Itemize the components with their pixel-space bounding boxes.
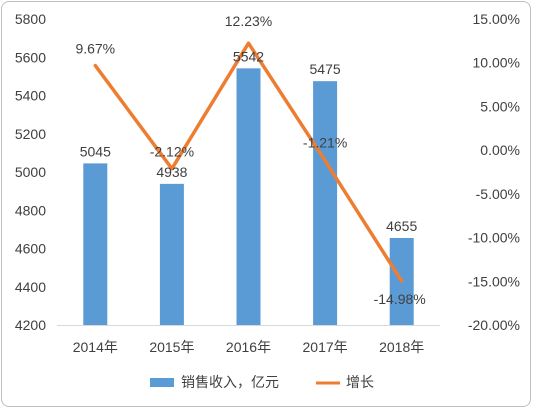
legend-label-sales: 销售收入，亿元: [181, 374, 279, 390]
left-axis-tick-label: 4400: [15, 279, 46, 295]
left-axis-tick-label: 4600: [15, 241, 46, 257]
labels-layer: 5045 4938 5542 5475 4655 9.67% -2.12% 12.23% -1.…: [75, 13, 425, 307]
right-axis-tick-label: -15.00%: [468, 273, 520, 289]
x-axis-category-label: 2014年: [73, 339, 118, 355]
bar-1: [83, 163, 108, 325]
growth-value-label: -2.12%: [150, 144, 194, 160]
right-axis-tick-label: 0.00%: [480, 142, 520, 158]
right-axis-tick-label: -10.00%: [468, 230, 520, 246]
left-axis-tick-label: 5600: [15, 49, 46, 65]
bar-value-label: 4655: [386, 218, 417, 234]
right-axis-tick-label: 5.00%: [480, 98, 520, 114]
bar-value-label: 5045: [80, 143, 111, 159]
growth-line: [93, 41, 404, 283]
left-axis-tick-label: 4200: [15, 317, 46, 333]
right-axis-tick-label: -20.00%: [468, 317, 520, 333]
x-axis-category-label: 2016年: [226, 339, 271, 355]
axes-layer: 4200 4400 4600 4800 5000 5200 5400 5600 5800 -20.…: [15, 11, 520, 355]
growth-value-label: -14.98%: [374, 291, 426, 307]
bar-4: [313, 81, 338, 325]
growth-value-label: -1.21%: [303, 135, 347, 151]
left-axis-tick-label: 5400: [15, 88, 46, 104]
left-axis-tick-label: 4800: [15, 202, 46, 218]
right-axis-tick-label: -5.00%: [476, 186, 520, 202]
left-axis-tick-label: 5800: [15, 11, 46, 27]
growth-value-label: 9.67%: [75, 41, 115, 57]
bars-layer: [83, 68, 414, 325]
legend-swatch-sales: [150, 378, 174, 387]
legend: 销售收入，亿元 增长: [150, 374, 374, 390]
legend-label-growth: 增长: [346, 374, 374, 390]
line-layer: [93, 41, 404, 283]
bar-value-label: 5475: [310, 61, 341, 77]
bar-value-label: 4938: [156, 164, 187, 180]
x-axis-category-label: 2015年: [149, 339, 194, 355]
left-axis-tick-label: 5200: [15, 126, 46, 142]
bar-2: [159, 183, 184, 325]
left-axis-tick-label: 5000: [15, 164, 46, 180]
bar-3: [236, 68, 261, 325]
x-axis-category-label: 2017年: [303, 339, 348, 355]
x-axis-category-label: 2018年: [379, 339, 424, 355]
right-axis-tick-label: 15.00%: [473, 11, 520, 27]
bar-value-label: 5542: [233, 48, 264, 64]
growth-value-label: 12.23%: [225, 13, 272, 29]
right-axis-tick-label: 10.00%: [473, 55, 520, 71]
